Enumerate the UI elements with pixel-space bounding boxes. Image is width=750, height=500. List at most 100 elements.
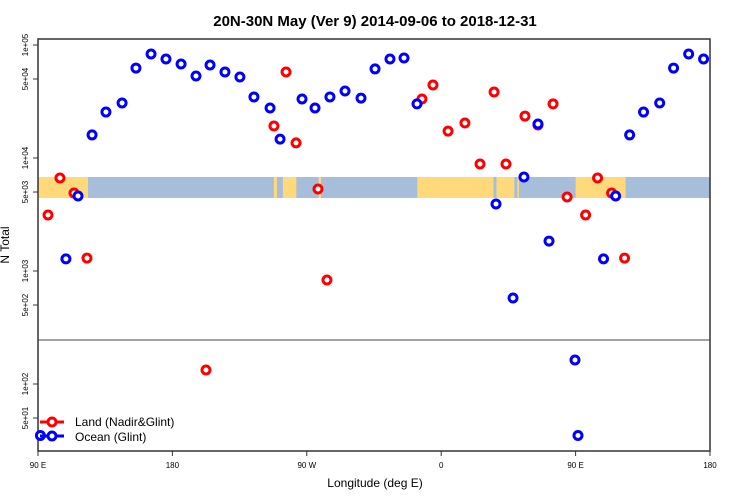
ocean-point (490, 198, 502, 210)
land-point (42, 209, 54, 221)
x-tick-label: 180 (703, 461, 717, 470)
ocean-point (384, 53, 396, 65)
data-points (34, 48, 710, 442)
land-point (312, 183, 324, 195)
ocean-point (204, 59, 216, 71)
land-point (54, 172, 66, 184)
map-land (496, 177, 515, 198)
x-tick-label: 0 (439, 461, 444, 470)
y-tick-label: 5e+01 (21, 406, 30, 429)
land-point (500, 158, 512, 170)
land-point (290, 137, 302, 149)
y-tick-label: 1e+05 (21, 33, 30, 56)
ocean-point (60, 253, 72, 265)
ocean-point (175, 58, 187, 70)
map-land (273, 177, 277, 198)
ocean-point (145, 48, 157, 60)
ocean-point (398, 52, 410, 64)
ocean-point (683, 48, 695, 60)
ocean-point (518, 171, 530, 183)
ocean-point (369, 63, 381, 75)
y-tick-label: 5e+04 (21, 67, 30, 90)
ocean-point (296, 93, 308, 105)
land-point (592, 172, 604, 184)
y-tick-label: 5e+02 (21, 293, 30, 316)
y-tick-label: 1e+03 (21, 259, 30, 282)
ocean-point (698, 53, 710, 65)
ocean-point (72, 190, 84, 202)
ocean-point (248, 91, 260, 103)
legend-land-marker (46, 416, 58, 428)
ocean-point (654, 97, 666, 109)
x-axis: 90 E 180 90 W 0 90 E 180 (30, 451, 717, 470)
ocean-point (274, 133, 286, 145)
ocean-point (100, 106, 112, 118)
land-point (81, 252, 93, 264)
y-tick-label: 1e+04 (21, 146, 30, 169)
ocean-point (543, 235, 555, 247)
legend-ocean-marker (46, 430, 58, 442)
land-point (442, 125, 454, 137)
y-axis-label: N Total (0, 226, 12, 263)
ocean-point (411, 98, 423, 110)
ocean-point (219, 66, 231, 78)
ocean-point (339, 85, 351, 97)
ocean-point (668, 62, 680, 74)
chart-title: 20N-30N May (Ver 9) 2014-09-06 to 2018-1… (213, 13, 537, 30)
land-point (200, 364, 212, 376)
map-ocean (38, 177, 710, 198)
map-land (517, 177, 519, 198)
land-point (427, 79, 439, 91)
ocean-point (130, 62, 142, 74)
ocean-point (624, 129, 636, 141)
land-point (519, 110, 531, 122)
land-series (42, 66, 631, 376)
legend-item-ocean: Ocean (Glint) (40, 430, 146, 444)
land-point (280, 66, 292, 78)
y-tick-label: 5e+03 (21, 180, 30, 203)
ocean-point (234, 71, 246, 83)
land-ocean-map-strip (38, 177, 710, 198)
ocean-point (532, 118, 544, 130)
ocean-series (34, 48, 710, 442)
ocean-point (598, 253, 610, 265)
x-tick-label: 180 (166, 461, 180, 470)
ocean-point (116, 97, 128, 109)
map-land (282, 177, 297, 198)
land-point (580, 209, 592, 221)
land-point (488, 86, 500, 98)
legend-land-label: Land (Nadir&Glint) (75, 415, 174, 429)
ocean-point (572, 430, 584, 442)
x-tick-label: 90 E (30, 461, 46, 470)
ocean-point (355, 92, 367, 104)
x-tick-label: 90 E (567, 461, 583, 470)
x-axis-label: Longitude (deg E) (327, 476, 422, 490)
plot-border (37, 38, 711, 452)
y-tick-label: 1e+02 (21, 372, 30, 395)
ocean-point (264, 102, 276, 114)
legend-item-land: Land (Nadir&Glint) (40, 415, 174, 429)
y-axis: 1e+05 5e+04 1e+04 5e+03 1e+03 5e+02 1e+02 5e+01 (21, 33, 38, 429)
land-point (268, 120, 280, 132)
ocean-point (86, 129, 98, 141)
plot-frame (37, 38, 711, 452)
legend-ocean-label: Ocean (Glint) (75, 430, 146, 444)
ocean-point (160, 53, 172, 65)
ocean-point (507, 292, 519, 304)
ocean-point (610, 190, 622, 202)
x-tick-label: 90 W (297, 461, 316, 470)
land-point (459, 117, 471, 129)
land-point (547, 98, 559, 110)
land-point (561, 191, 573, 203)
land-point (619, 252, 631, 264)
land-point (321, 274, 333, 286)
ocean-point (190, 70, 202, 82)
ocean-point (569, 354, 581, 366)
legend: Land (Nadir&Glint) Ocean (Glint) (40, 415, 174, 444)
map-land (417, 177, 494, 198)
ocean-point (309, 102, 321, 114)
land-point (474, 158, 486, 170)
ocean-point (638, 106, 650, 118)
ocean-point (324, 91, 336, 103)
